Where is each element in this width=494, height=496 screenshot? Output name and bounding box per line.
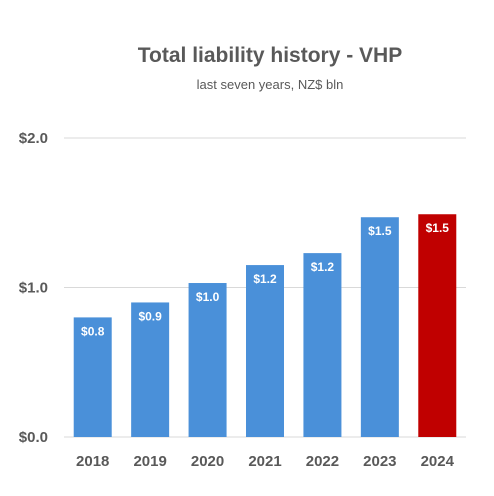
data-label: $1.5 [368, 224, 392, 238]
data-label: $1.5 [426, 221, 450, 235]
x-tick-label: 2020 [191, 453, 224, 470]
x-tick-label: 2018 [76, 453, 109, 470]
x-tick-label: 2022 [306, 453, 339, 470]
chart-subtitle: last seven years, NZ$ bln [196, 77, 344, 92]
bar [360, 217, 399, 437]
data-label: $1.2 [253, 272, 277, 286]
chart-title: Total liability history - VHP [137, 44, 403, 67]
y-tick-label: $1.0 [19, 280, 48, 297]
bar [246, 265, 284, 437]
data-label: $0.8 [81, 324, 105, 338]
data-label: $1.0 [196, 290, 220, 304]
y-tick-label: $0.0 [19, 429, 48, 446]
x-tick-label: 2019 [133, 453, 166, 470]
data-label: $1.2 [311, 260, 335, 274]
x-tick-label: 2024 [421, 453, 455, 470]
x-tick-label: 2021 [248, 453, 281, 470]
data-label: $0.9 [138, 309, 162, 323]
bar [188, 283, 227, 437]
bar [303, 253, 342, 437]
bar [131, 302, 170, 437]
bar [418, 214, 457, 437]
x-tick-label: 2023 [363, 453, 396, 470]
y-tick-label: $2.0 [19, 130, 48, 147]
bar [73, 317, 112, 437]
